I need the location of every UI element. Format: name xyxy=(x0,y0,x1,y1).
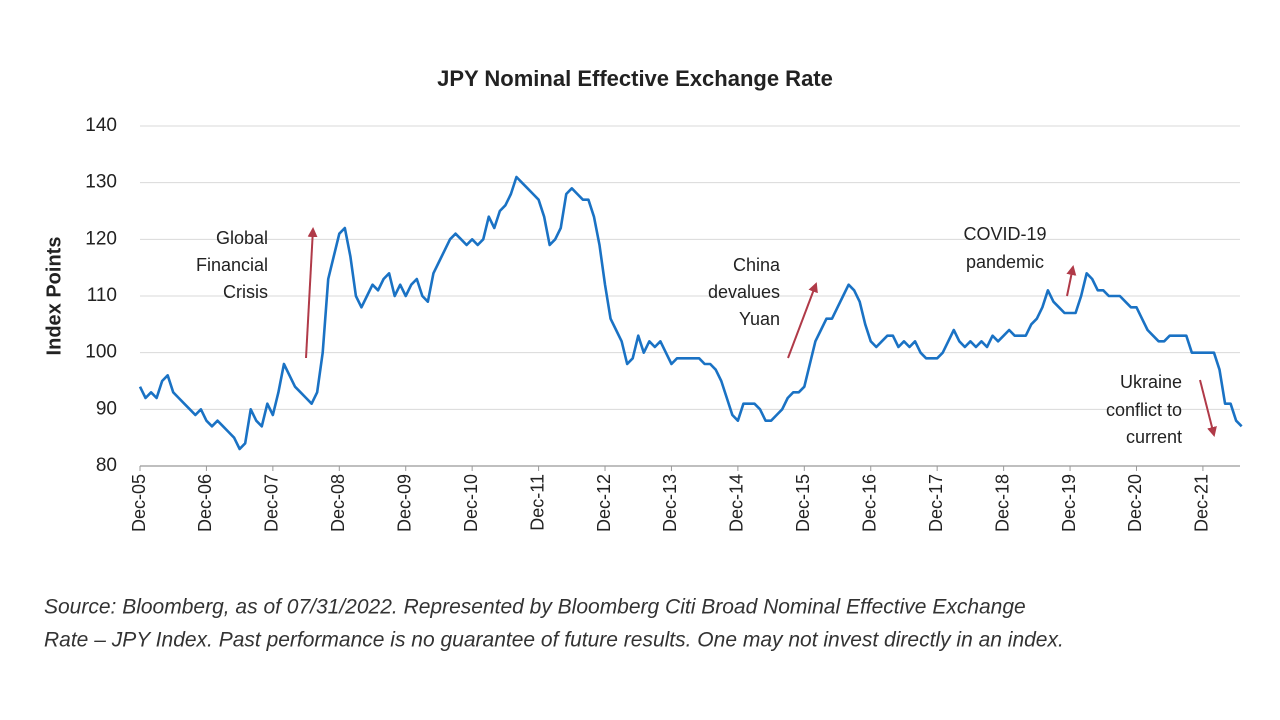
annotation: Financial xyxy=(196,255,268,275)
x-tick-label: Dec-15 xyxy=(793,474,813,532)
annotation: devalues xyxy=(708,282,780,302)
x-tick-label: Dec-06 xyxy=(195,474,215,532)
arrow xyxy=(1199,379,1217,437)
y-tick-label: 110 xyxy=(87,285,117,306)
y-tick-label: 100 xyxy=(85,342,117,363)
x-tick-label: Dec-08 xyxy=(328,474,348,532)
annotation: conflict to xyxy=(1106,400,1182,420)
arrow xyxy=(787,282,818,359)
x-tick-label: Dec-20 xyxy=(1125,474,1145,532)
plot xyxy=(138,175,1243,451)
x-tick-label: Dec-19 xyxy=(1059,474,1079,532)
annotation: Yuan xyxy=(739,309,780,329)
y-tick-label: 80 xyxy=(96,455,117,476)
x-tick-label: Dec-09 xyxy=(394,474,414,532)
source-note: Rate – JPY Index. Past performance is no… xyxy=(44,629,1064,652)
x-tick-label: Dec-13 xyxy=(660,474,680,532)
annotation: COVID-19 xyxy=(963,224,1046,244)
y-tick-label: 130 xyxy=(85,172,117,193)
arrow xyxy=(305,227,318,359)
annotation: current xyxy=(1126,427,1182,447)
x-tick-label: Dec-10 xyxy=(461,474,481,532)
grid xyxy=(140,125,1240,467)
x-tick-label: Dec-17 xyxy=(926,474,946,532)
y-tick-label: 120 xyxy=(85,228,117,249)
source-note: Source: Bloomberg, as of 07/31/2022. Rep… xyxy=(44,596,1026,619)
y-tick-label: 90 xyxy=(96,398,117,419)
chart-title: JPY Nominal Effective Exchange Rate xyxy=(437,66,833,91)
x-tick-label: Dec-16 xyxy=(860,474,880,532)
x-tick-label: Dec-21 xyxy=(1192,474,1212,532)
x-tick-label: Dec-05 xyxy=(129,474,149,532)
arrow xyxy=(1066,265,1077,297)
x-tick-label: Dec-12 xyxy=(594,474,614,532)
x-tick-label: Dec-11 xyxy=(527,474,547,531)
data-line xyxy=(138,175,1243,451)
annotation-arrows xyxy=(305,227,1217,437)
annotation: Ukraine xyxy=(1120,372,1182,392)
y-tick-label: 140 xyxy=(85,115,117,136)
annotation: Crisis xyxy=(223,282,268,302)
annotation: pandemic xyxy=(966,252,1044,272)
annotation: Global xyxy=(216,228,268,248)
y-axis-label: Index Points xyxy=(43,237,65,356)
annotation: China xyxy=(733,255,781,275)
x-tick-label: Dec-14 xyxy=(727,474,747,532)
x-tick-label: Dec-18 xyxy=(992,474,1012,532)
x-tick-label: Dec-07 xyxy=(262,474,282,532)
